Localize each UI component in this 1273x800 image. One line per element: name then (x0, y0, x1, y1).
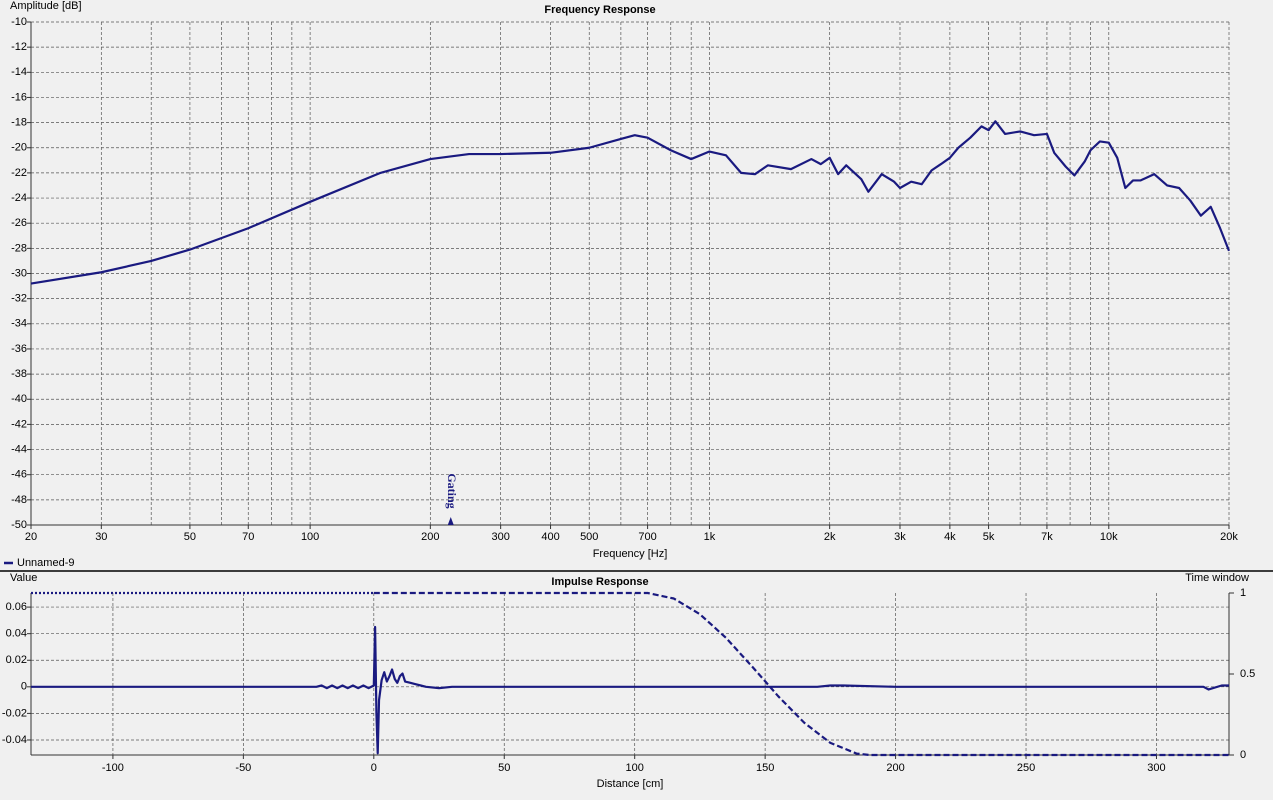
x-tick-label: 4k (944, 531, 956, 543)
x-tick-label: 20 (25, 531, 37, 543)
x-tick-label: -100 (102, 762, 124, 774)
legend-label: Unnamed-9 (17, 557, 74, 569)
y-tick-label: -20 (11, 142, 27, 154)
x-tick-label: 300 (1147, 762, 1165, 774)
y-tick-label: -0.04 (2, 734, 27, 746)
x-tick-label: 7k (1041, 531, 1053, 543)
x-tick-label: 0 (371, 762, 377, 774)
series-line (30, 120, 1231, 285)
x-tick-label: 20k (1220, 531, 1238, 543)
y-tick-label: -46 (11, 469, 27, 481)
x-tick-label: 200 (886, 762, 904, 774)
x-axis-label: Frequency [Hz] (593, 548, 668, 560)
x-tick-label: 500 (580, 531, 598, 543)
y-tick-label: -34 (11, 318, 27, 330)
y-tick-label: -14 (11, 66, 27, 78)
y2-axis-label: Time window (1185, 572, 1249, 584)
x-tick-label: 30 (95, 531, 107, 543)
annotation: Gating (445, 473, 459, 508)
x-tick-label: 100 (301, 531, 319, 543)
y-tick-label: -0.02 (2, 707, 27, 719)
y-tick-label: -26 (11, 217, 27, 229)
series-line (373, 591, 1229, 757)
x-tick-label: 150 (756, 762, 774, 774)
x-tick-label: 5k (983, 531, 995, 543)
x-tick-label: 100 (626, 762, 644, 774)
y-tick-label: -32 (11, 293, 27, 305)
y-axis-label: Value (10, 572, 37, 584)
x-tick-label: 50 (184, 531, 196, 543)
y-tick-label: -12 (11, 41, 27, 53)
x-tick-label: 250 (1017, 762, 1035, 774)
y-tick-label: -24 (11, 192, 27, 204)
annotation-marker (447, 517, 454, 525)
y-tick-label: -50 (11, 519, 27, 531)
y-tick-label: 0.06 (6, 601, 27, 613)
y-tick-label: -22 (11, 167, 27, 179)
chart-title: Frequency Response (544, 4, 655, 16)
y2-tick-label: 0 (1240, 749, 1246, 761)
y-tick-label: -18 (11, 117, 27, 129)
x-tick-label: 3k (894, 531, 906, 543)
x-tick-label: -50 (235, 762, 251, 774)
x-tick-label: 1k (704, 531, 716, 543)
y-tick-label: -30 (11, 267, 27, 279)
y2-tick-label: 0.5 (1240, 668, 1255, 680)
x-tick-label: 700 (638, 531, 656, 543)
x-tick-label: 50 (498, 762, 510, 774)
y-tick-label: 0.04 (6, 628, 27, 640)
y2-tick-label: 1 (1240, 587, 1246, 599)
x-tick-label: 70 (242, 531, 254, 543)
x-tick-label: 2k (824, 531, 836, 543)
y-tick-label: 0.02 (6, 654, 27, 666)
y-tick-label: -36 (11, 343, 27, 355)
y-tick-label: -28 (11, 242, 27, 254)
x-tick-label: 200 (421, 531, 439, 543)
y-tick-label: -48 (11, 494, 27, 506)
y-tick-label: -10 (11, 16, 27, 28)
series-line (31, 625, 1229, 755)
y-tick-label: -16 (11, 91, 27, 103)
y-axis-label: Amplitude [dB] (10, 0, 82, 12)
y-tick-label: -44 (11, 443, 27, 455)
x-tick-label: 300 (491, 531, 509, 543)
x-tick-label: 400 (541, 531, 559, 543)
y-tick-label: -42 (11, 418, 27, 430)
x-tick-label: 10k (1100, 531, 1118, 543)
y-tick-label: -38 (11, 368, 27, 380)
chart-title: Impulse Response (551, 576, 648, 588)
y-tick-label: 0 (21, 681, 27, 693)
y-tick-label: -40 (11, 393, 27, 405)
x-axis-label: Distance [cm] (597, 778, 664, 790)
